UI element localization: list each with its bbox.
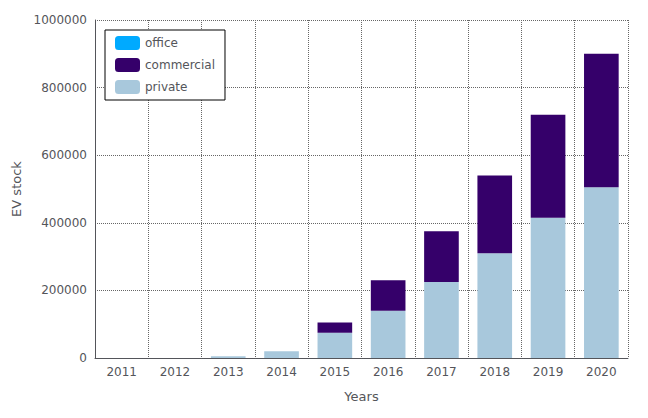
svg-text:EV stock: EV stock: [9, 161, 24, 217]
svg-text:2020: 2020: [586, 365, 617, 379]
svg-text:400000: 400000: [41, 216, 87, 230]
svg-text:2019: 2019: [533, 365, 564, 379]
svg-text:2017: 2017: [426, 365, 457, 379]
svg-text:800000: 800000: [41, 81, 87, 95]
svg-text:2012: 2012: [160, 365, 191, 379]
svg-text:2016: 2016: [373, 365, 404, 379]
svg-text:commercial: commercial: [145, 58, 215, 72]
svg-text:2014: 2014: [266, 365, 297, 379]
svg-text:2018: 2018: [479, 365, 510, 379]
svg-text:2013: 2013: [213, 365, 244, 379]
svg-text:600000: 600000: [41, 148, 87, 162]
svg-text:office: office: [145, 36, 178, 50]
svg-text:2015: 2015: [320, 365, 351, 379]
svg-text:0: 0: [79, 351, 87, 365]
svg-text:200000: 200000: [41, 283, 87, 297]
svg-text:Years: Years: [343, 389, 379, 404]
svg-text:private: private: [145, 80, 187, 94]
svg-text:2011: 2011: [106, 365, 137, 379]
svg-text:1000000: 1000000: [34, 13, 87, 27]
